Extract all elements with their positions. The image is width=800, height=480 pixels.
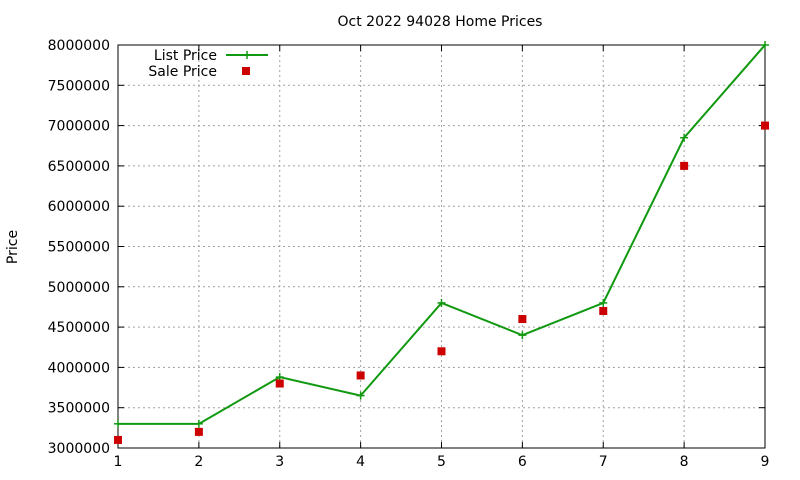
x-tick-label: 3 <box>275 454 284 470</box>
y-tick-label: 4000000 <box>48 360 110 376</box>
legend-square-swatch <box>242 67 250 75</box>
x-tick-label: 4 <box>356 454 365 470</box>
y-tick-label: 6500000 <box>48 159 110 175</box>
sale-price-point <box>680 161 689 170</box>
x-tick-label: 9 <box>761 454 770 470</box>
grid <box>118 45 765 448</box>
sale-price-point <box>114 435 122 444</box>
axes: 3000000 3500000 4000000 4500000 5000000 55000… <box>48 38 770 470</box>
list-price-point <box>518 331 527 340</box>
x-tick-label: 2 <box>194 454 203 470</box>
y-tick-label: 3000000 <box>48 441 110 457</box>
x-tick-label: 7 <box>599 454 608 470</box>
x-tick-label: 5 <box>437 454 446 470</box>
series <box>114 41 769 444</box>
y-tick-label: 8000000 <box>48 38 110 54</box>
list-price-point <box>356 391 365 400</box>
legend-label: List Price <box>154 48 217 64</box>
sale-price-point <box>761 121 769 130</box>
series-list-price <box>114 41 769 428</box>
sale-price-point <box>194 427 203 436</box>
y-tick-label: 5500000 <box>48 240 110 256</box>
legend-label: Sale Price <box>148 64 217 80</box>
list-price-point <box>114 419 122 428</box>
list-price-point <box>599 298 608 307</box>
y-tick-label: 5000000 <box>48 280 110 296</box>
y-tick-label: 6000000 <box>48 199 110 215</box>
legend-plus-swatch <box>243 51 251 59</box>
x-tick-label: 1 <box>114 454 123 470</box>
sale-price-point <box>275 379 284 388</box>
y-tick-label: 3500000 <box>48 401 110 417</box>
x-tick-label: 8 <box>680 454 689 470</box>
chart-title: Oct 2022 94028 Home Prices <box>338 14 543 30</box>
list-price-point <box>194 419 203 428</box>
sale-price-point <box>356 371 365 380</box>
list-price-point <box>437 298 446 307</box>
list-price-point <box>761 41 769 49</box>
list-price-point <box>680 133 689 142</box>
sale-price-point <box>599 306 608 315</box>
y-axis-label: Price <box>5 230 21 264</box>
x-tick-label: 6 <box>518 454 527 470</box>
sale-price-point <box>437 347 446 356</box>
series-sale-price <box>114 121 769 444</box>
y-tick-label: 4500000 <box>48 320 110 336</box>
y-tick-label: 7500000 <box>48 78 110 94</box>
y-tick-label: 7000000 <box>48 119 110 135</box>
sale-price-point <box>518 315 527 324</box>
